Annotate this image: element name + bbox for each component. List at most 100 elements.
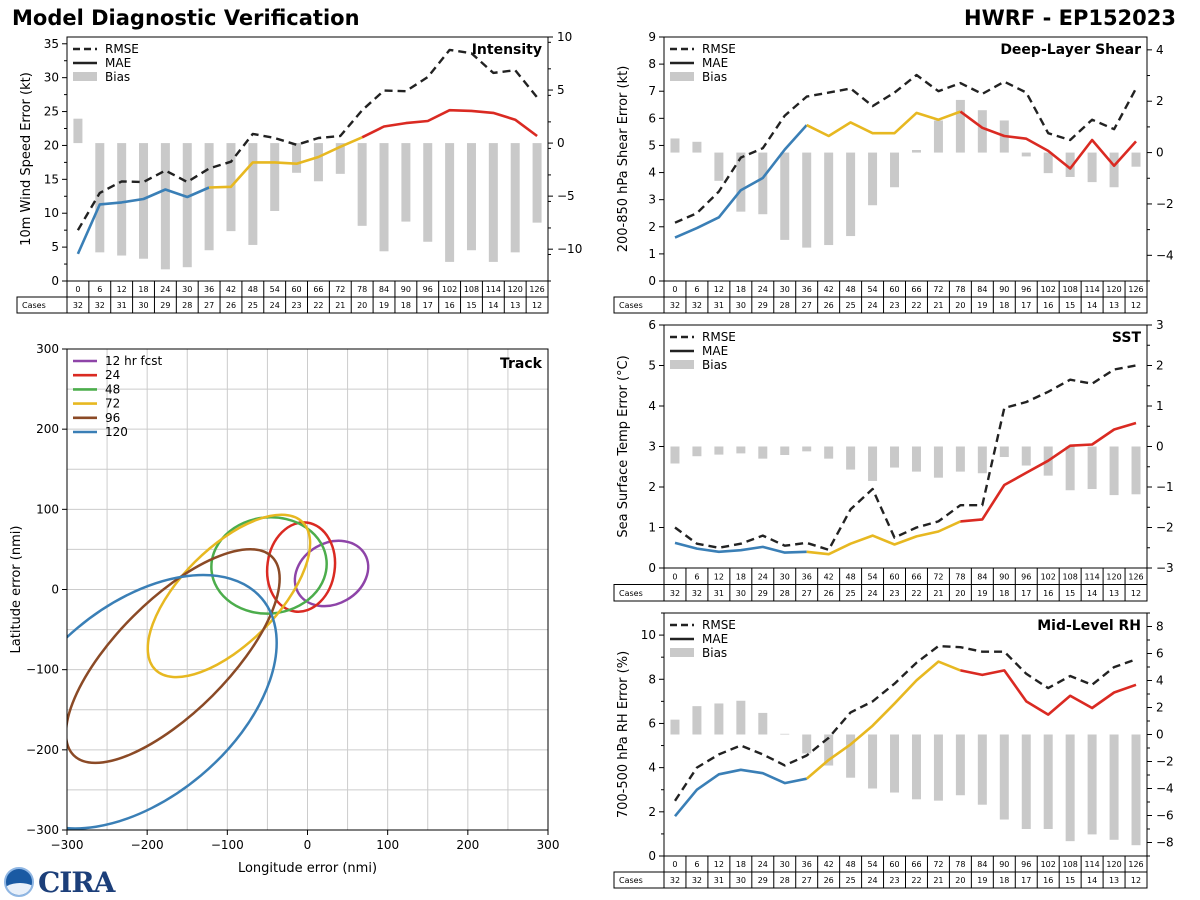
case-count-label: 22 bbox=[911, 589, 921, 598]
forecast-hour-label: 36 bbox=[802, 860, 812, 869]
x-tick-label: 100 bbox=[376, 838, 399, 852]
mae-line-segment-1 bbox=[674, 541, 807, 554]
case-count-label: 28 bbox=[780, 589, 790, 598]
y-tick-label: 2 bbox=[648, 220, 656, 234]
forecast-hour-label: 0 bbox=[75, 285, 80, 294]
forecast-hour-label: 78 bbox=[955, 285, 965, 294]
chart-intensity: 0 5 10 15 20 25 30 35 −10 −5 0 5 10 10m Wind Speed Er… bbox=[16, 30, 582, 314]
y-tick-label: 0 bbox=[648, 274, 656, 288]
case-count-label: 30 bbox=[736, 301, 746, 310]
y-tick-label: 30 bbox=[44, 71, 59, 85]
case-count-label: 15 bbox=[1065, 301, 1075, 310]
forecast-hour-label: 30 bbox=[780, 285, 790, 294]
legend-label: 24 bbox=[105, 368, 120, 382]
bias-bar bbox=[379, 143, 389, 252]
case-count-label: 20 bbox=[955, 876, 965, 885]
bias-bar bbox=[846, 446, 856, 470]
bias-bar bbox=[933, 734, 943, 801]
case-count-label: 27 bbox=[802, 301, 812, 310]
panel-title: Track bbox=[500, 356, 543, 372]
track-ellipse-24 bbox=[265, 521, 337, 614]
y-axis-label: 10m Wind Speed Error (kt) bbox=[19, 72, 34, 246]
forecast-hour-label: 0 bbox=[672, 860, 677, 869]
bias-bar bbox=[736, 700, 746, 735]
y-tick-label: 0 bbox=[648, 849, 656, 863]
forecast-hour-label: 102 bbox=[1041, 860, 1056, 869]
x-tick-label: −300 bbox=[51, 838, 84, 852]
bias-bar bbox=[955, 99, 965, 153]
y2-tick-label: 0 bbox=[1156, 728, 1164, 742]
case-count-label: 32 bbox=[692, 876, 702, 885]
x-tick-label: 0 bbox=[304, 838, 312, 852]
forecast-hour-label: 84 bbox=[977, 860, 987, 869]
bias-bar bbox=[1131, 734, 1141, 846]
rmse-line bbox=[76, 48, 539, 231]
y-axis-label: 700-500 hPa RH Error (%) bbox=[616, 651, 631, 818]
bias-bar bbox=[1021, 446, 1031, 466]
y-tick-label: 20 bbox=[44, 138, 59, 152]
bias-bar bbox=[1109, 446, 1119, 496]
y-tick-label: 0 bbox=[51, 274, 59, 288]
bias-bar bbox=[248, 143, 258, 245]
forecast-hour-label: 30 bbox=[182, 285, 192, 294]
case-count-label: 27 bbox=[802, 589, 812, 598]
mae-line-segment-2 bbox=[209, 136, 363, 189]
mae-line-segment-1 bbox=[674, 124, 808, 239]
bias-bar bbox=[401, 143, 411, 222]
y-tick-label: 15 bbox=[44, 172, 59, 186]
forecast-hour-label: 96 bbox=[1021, 860, 1031, 869]
case-count-label: 24 bbox=[270, 301, 280, 310]
y2-tick-label: 4 bbox=[1156, 43, 1164, 57]
case-count-label: 17 bbox=[1021, 876, 1031, 885]
forecast-hour-label: 126 bbox=[1128, 285, 1143, 294]
legend-mae-label: MAE bbox=[702, 56, 728, 70]
bias-bar bbox=[1131, 446, 1141, 495]
forecast-hour-label: 6 bbox=[694, 860, 699, 869]
forecast-hour-label: 60 bbox=[889, 285, 899, 294]
forecast-hour-label: 6 bbox=[97, 285, 102, 294]
bias-bar bbox=[846, 152, 856, 237]
y-tick-label: 5 bbox=[51, 240, 59, 254]
bias-bar bbox=[182, 143, 192, 268]
y-tick-label: −200 bbox=[26, 743, 59, 757]
case-count-label: 15 bbox=[1065, 876, 1075, 885]
case-count-label: 17 bbox=[423, 301, 433, 310]
forecast-hour-label: 0 bbox=[672, 572, 677, 581]
case-count-label: 25 bbox=[846, 876, 856, 885]
forecast-hour-label: 48 bbox=[248, 285, 258, 294]
case-count-label: 29 bbox=[160, 301, 170, 310]
forecast-hour-label: 114 bbox=[1084, 572, 1099, 581]
forecast-hour-label: 78 bbox=[357, 285, 367, 294]
mae-line-segment-3 bbox=[960, 669, 1137, 716]
bias-bar bbox=[911, 150, 921, 153]
bias-bar bbox=[824, 152, 834, 246]
forecast-hour-label: 42 bbox=[226, 285, 236, 294]
case-count-label: 32 bbox=[692, 589, 702, 598]
case-count-label: 30 bbox=[736, 589, 746, 598]
case-count-label: 12 bbox=[532, 301, 542, 310]
bias-bar bbox=[714, 703, 724, 735]
case-count-label: 21 bbox=[933, 301, 943, 310]
y2-tick-label: 0 bbox=[557, 136, 565, 150]
forecast-hour-label: 114 bbox=[1084, 860, 1099, 869]
case-count-label: 32 bbox=[95, 301, 105, 310]
case-count-label: 28 bbox=[780, 876, 790, 885]
cira-logo-text: CIRA bbox=[38, 865, 115, 899]
y2-tick-label: −6 bbox=[1156, 809, 1174, 823]
forecast-hour-label: 36 bbox=[204, 285, 214, 294]
bias-bar bbox=[1087, 446, 1097, 490]
bias-bar bbox=[999, 446, 1009, 458]
y-tick-label: 100 bbox=[36, 502, 59, 516]
y2-tick-label: 2 bbox=[1156, 94, 1164, 108]
cases-label: Cases bbox=[22, 301, 46, 310]
bias-bar bbox=[692, 141, 702, 153]
forecast-hour-label: 102 bbox=[442, 285, 457, 294]
bias-bar bbox=[488, 143, 498, 262]
case-count-label: 30 bbox=[736, 876, 746, 885]
bias-bar bbox=[758, 152, 768, 215]
case-count-label: 20 bbox=[357, 301, 367, 310]
case-count-label: 28 bbox=[182, 301, 192, 310]
x-tick-label: −100 bbox=[211, 838, 244, 852]
